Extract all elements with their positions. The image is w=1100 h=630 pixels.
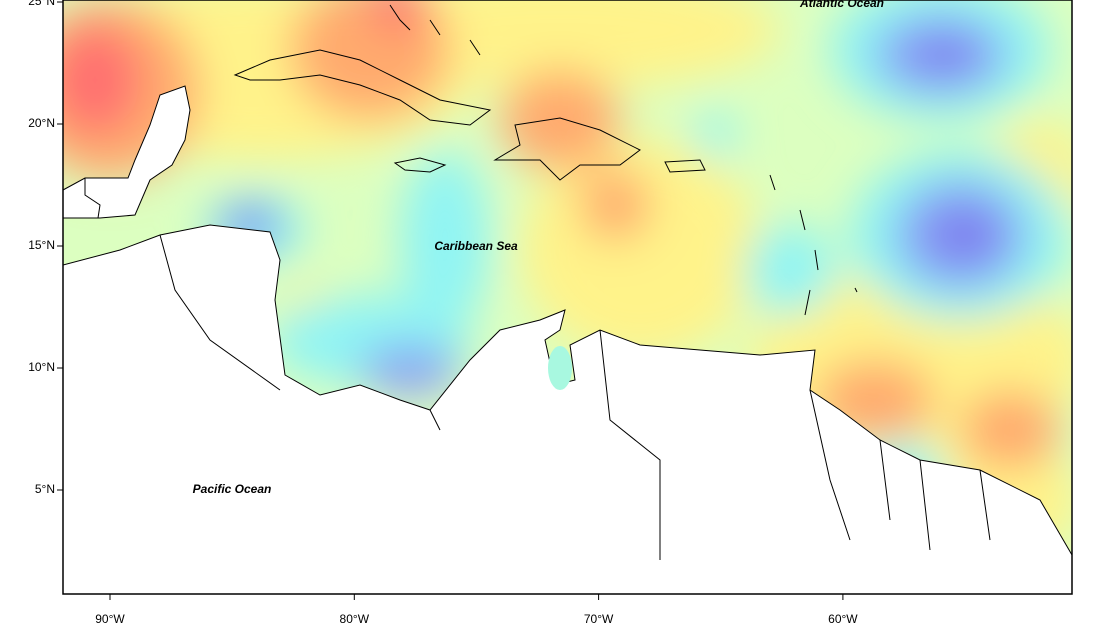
lat-label: 20°N (28, 116, 55, 130)
lon-label: 70°W (584, 612, 614, 626)
lat-label: 5°N (35, 482, 55, 496)
lesser-antilles (769, 174, 858, 316)
lon-label: 60°W (828, 612, 858, 626)
bahamas (389, 4, 481, 56)
map-frame (62, 0, 1073, 595)
lon-label: 90°W (95, 612, 125, 626)
ocean-label: Pacific Ocean (193, 482, 272, 496)
lake (548, 346, 572, 390)
lon-label: 80°W (340, 612, 370, 626)
puerto-rico (664, 159, 706, 173)
lat-label: 25°N (28, 0, 55, 8)
axes: 25°N 20°N 15°N 10°N 5°N 90°W 80°W 70°W 60°W (28, 0, 858, 626)
lat-label: 15°N (28, 238, 55, 252)
jamaica (393, 157, 447, 173)
yucatan (63, 85, 191, 219)
cuba (233, 49, 492, 126)
hispaniola (493, 117, 641, 181)
ocean-label: Atlantic Ocean (799, 0, 884, 10)
ocean-label: Caribbean Sea (434, 239, 518, 253)
lat-label: 10°N (28, 360, 55, 374)
map-area: Atlantic Ocean Caribbean Sea Pacific Oce… (63, 0, 1072, 594)
country-borders (84, 178, 991, 560)
